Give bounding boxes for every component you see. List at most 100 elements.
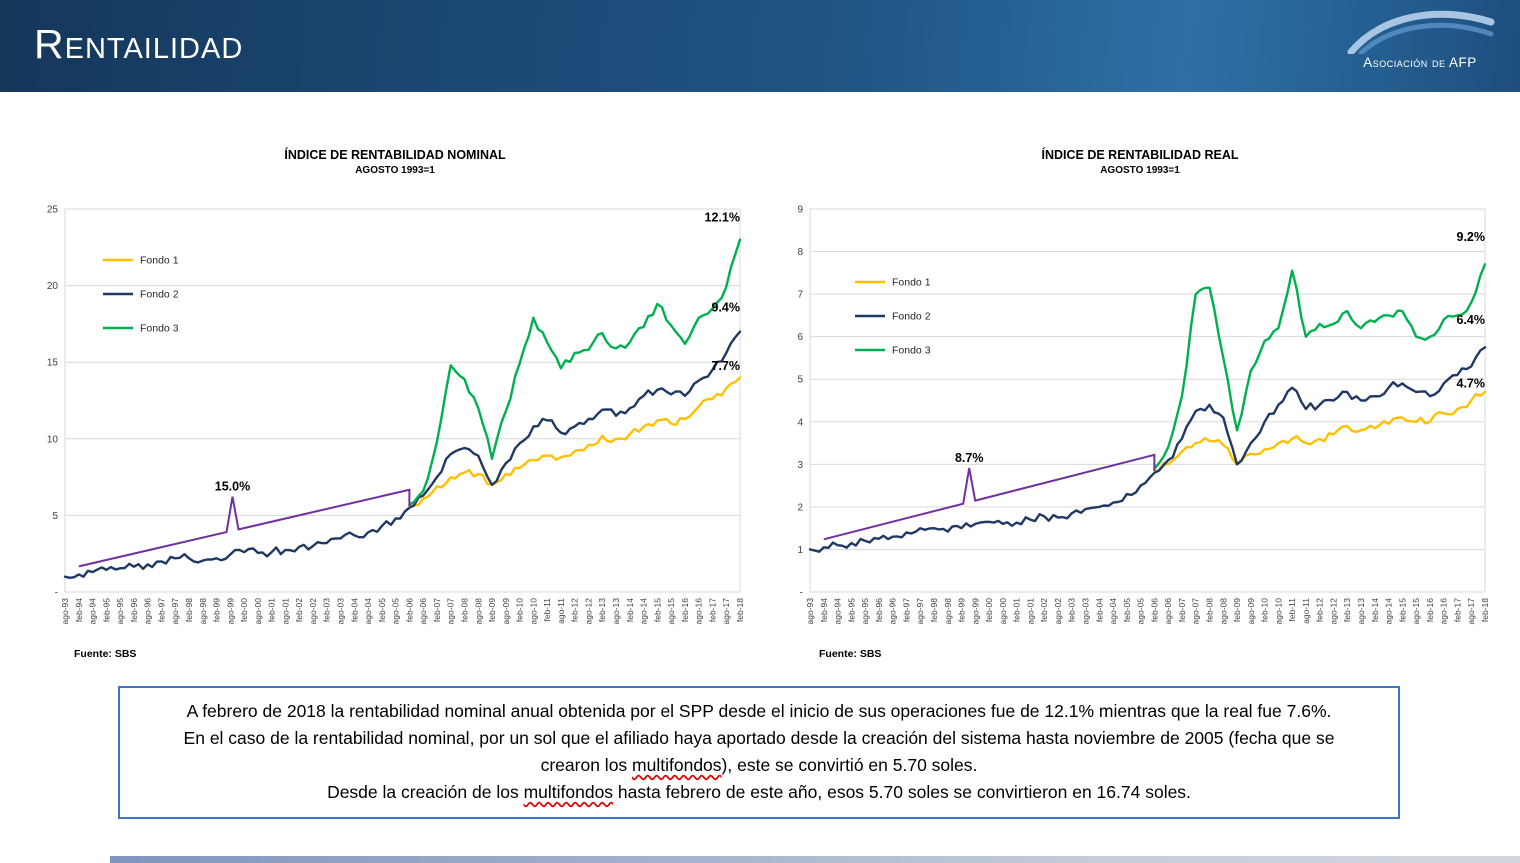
legend-label: Fondo 2 [140, 289, 179, 301]
note-text-segment: A febrero de 2018 la rentabilidad nomina… [186, 701, 1332, 721]
y-tick-label: 5 [52, 511, 58, 522]
x-tick-label: ago-06 [1163, 598, 1173, 625]
rate-annotation: 12.1% [705, 210, 740, 224]
x-tick-label: ago-07 [446, 598, 456, 625]
x-tick-label: ago-09 [1246, 598, 1256, 625]
x-tick-label: feb-07 [432, 598, 442, 622]
y-tick-label: 1 [797, 545, 803, 556]
afp-logo-text: Asociación de AFP [1363, 55, 1477, 70]
x-tick-label: ago-96 [888, 598, 898, 625]
x-tick-label: feb-07 [1177, 598, 1187, 622]
x-tick-label: ago-04 [363, 598, 373, 625]
series-fondo-2 [808, 346, 1487, 553]
x-tick-label: feb-01 [267, 598, 277, 622]
x-tick-label: ago-10 [528, 598, 538, 625]
note-box: A febrero de 2018 la rentabilidad nomina… [118, 686, 1400, 819]
x-tick-label: feb-01 [1012, 598, 1022, 622]
x-tick-label: ago-00 [253, 598, 263, 625]
legend-label: Fondo 1 [140, 255, 179, 267]
x-tick-label: ago-14 [1384, 598, 1394, 625]
x-tick-label: feb-09 [1232, 598, 1242, 622]
x-tick-label: feb-06 [1149, 598, 1159, 622]
x-tick-label: feb-00 [984, 598, 994, 622]
x-tick-label: feb-08 [459, 598, 469, 622]
nominal-chart-source: Fuente: SBS [74, 648, 137, 660]
x-tick-label: ago-09 [501, 598, 511, 625]
x-tick-label: ago-13 [1356, 598, 1366, 625]
x-tick-label: ago-97 [170, 598, 180, 625]
x-tick-label: feb-13 [1342, 598, 1352, 622]
x-tick-label: ago-01 [1025, 598, 1035, 625]
bottom-bar [110, 856, 1520, 863]
x-tick-label: ago-15 [1411, 598, 1421, 625]
x-tick-label: feb-12 [570, 598, 580, 622]
x-tick-label: feb-97 [901, 598, 911, 622]
x-tick-label: ago-12 [583, 598, 593, 625]
x-tick-label: feb-96 [874, 598, 884, 622]
x-tick-label: ago-15 [666, 598, 676, 625]
x-tick-label: ago-99 [225, 598, 235, 625]
nominal-chart-subtitle: AGOSTO 1993=1 [355, 165, 435, 176]
x-tick-label: feb-17 [1452, 598, 1462, 622]
x-tick-label: feb-05 [1122, 598, 1132, 622]
x-tick-label: ago-97 [915, 598, 925, 625]
note-paragraph: Desde la creación de los multifondos has… [156, 779, 1362, 806]
x-tick-label: ago-94 [833, 598, 843, 625]
note-text-segment: hasta febrero de este año, esos 5.70 sol… [613, 782, 1191, 803]
x-tick-label: feb-97 [156, 598, 166, 622]
note-paragraph: En el caso de la rentabilidad nominal, p… [156, 725, 1362, 779]
x-tick-label: feb-03 [322, 598, 332, 622]
x-tick-label: feb-99 [212, 598, 222, 622]
series-fondo-1 [408, 376, 742, 508]
x-tick-label: feb-11 [542, 598, 552, 622]
note-text-segment: ), este se convirtió en 5.70 soles. [721, 755, 978, 776]
legend-label: Fondo 3 [892, 345, 931, 357]
note-text-segment: Desde la creación de los [327, 782, 524, 803]
x-tick-label: ago-95 [115, 598, 125, 625]
rate-annotation: 4.7% [1457, 377, 1486, 391]
x-tick-label: ago-96 [143, 598, 153, 625]
x-tick-label: feb-17 [707, 598, 717, 622]
y-tick-label: 4 [797, 417, 803, 428]
nominal-chart-plot: - 5 10 15 20 25 ago-93 feb-94 ago-94 feb-95 ago-95… [47, 205, 745, 625]
series-fondo-1 [1153, 390, 1487, 472]
x-tick-label: ago-93 [805, 598, 815, 625]
x-tick-label: ago-04 [1108, 598, 1118, 625]
x-tick-label: ago-99 [970, 598, 980, 625]
x-tick-label: feb-18 [735, 598, 745, 622]
x-tick-label: ago-98 [198, 598, 208, 625]
brace-label: 15.0% [215, 480, 250, 494]
y-tick-label: 8 [797, 247, 803, 258]
x-tick-label: ago-08 [1218, 598, 1228, 625]
x-tick-label: ago-17 [721, 598, 731, 625]
x-tick-label: ago-94 [88, 598, 98, 625]
x-tick-label: feb-10 [1260, 598, 1270, 622]
legend-label: Fondo 3 [140, 323, 179, 335]
x-tick-label: ago-02 [1053, 598, 1063, 625]
brace-label: 8.7% [955, 451, 984, 465]
x-tick-label: feb-05 [377, 598, 387, 622]
afp-logo-swoosh-icon [1347, 10, 1495, 54]
x-tick-label: feb-09 [487, 598, 497, 622]
x-tick-label: feb-98 [929, 598, 939, 622]
period-brace [78, 488, 411, 568]
x-tick-label: feb-14 [625, 598, 635, 622]
x-tick-label: ago-07 [1191, 598, 1201, 625]
x-tick-label: feb-18 [1480, 598, 1490, 622]
x-tick-label: ago-11 [556, 598, 566, 624]
legend-label: Fondo 1 [892, 277, 931, 289]
x-tick-label: feb-15 [1397, 598, 1407, 622]
x-tick-label: ago-11 [1301, 598, 1311, 624]
x-tick-label: ago-08 [473, 598, 483, 625]
x-tick-label: ago-14 [639, 598, 649, 625]
x-tick-label: feb-04 [349, 598, 359, 622]
series-fondo-3 [1153, 263, 1487, 470]
rate-annotation: 9.2% [1457, 230, 1486, 244]
misspelled-word: multifondos [632, 755, 722, 776]
page-title: Rentailidad [34, 21, 244, 67]
y-tick-label: 15 [47, 358, 59, 369]
y-tick-label: 20 [47, 281, 59, 292]
x-tick-label: feb-03 [1067, 598, 1077, 622]
series-fondo-3 [408, 238, 742, 506]
y-tick-label: 7 [797, 290, 803, 301]
